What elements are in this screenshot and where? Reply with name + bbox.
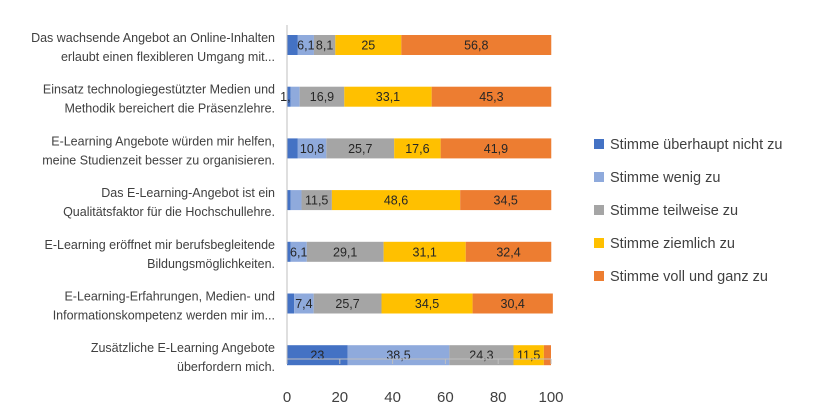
data-label: 30,4 [501,297,525,311]
legend-swatch [594,271,604,281]
data-label: 34,5 [494,194,518,208]
legend-label: Stimme ziemlich zu [610,236,735,252]
category-label: Bildungsmöglichkeiten. [147,257,275,271]
bar-segment [460,190,552,211]
bar-segment [290,86,300,107]
category-label: Qualitätsfaktor für die Hochschullehre. [63,205,275,219]
bar-segment [440,138,552,159]
legend-swatch [594,205,604,215]
category-label: E-Learning eröffnet mir berufsbegleitend… [45,238,276,252]
x-tick-label: 100 [538,389,563,406]
x-axis: 0 20 40 60 80 100 [283,25,564,406]
bar-segment [306,241,384,262]
data-label: 25,7 [348,142,372,156]
data-label: 38,5 [386,349,410,363]
data-label: 45,3 [479,90,503,104]
bar-segment [394,138,441,159]
data-label: 41,9 [484,142,508,156]
bar-segment [401,35,552,55]
category-label: erlaubt einen flexibleren Umgang mit... [61,50,275,64]
bar-segment [297,138,327,159]
bar-segment [287,86,291,107]
legend-label: Stimme überhaupt nicht zu [610,137,782,153]
bar-segment [513,345,544,366]
bar-segment [297,35,314,55]
legend-label: Stimme wenig zu [610,170,720,186]
data-label: 23 [310,349,324,363]
data-label: 24,3 [469,349,493,363]
data-label: 11,5 [305,194,328,208]
bar-segment [326,138,395,159]
data-label: 10,8 [300,142,324,156]
legend-label: Stimme teilweise zu [610,203,738,219]
category-label: überfordern mich. [177,360,275,374]
data-label: 29,1 [333,245,357,259]
category-label: E-Learning Angebote würden mir helfen, [51,134,275,148]
bar-segment [543,345,551,366]
data-label: 6,1 [290,245,307,259]
bar-segment [287,138,298,159]
bar-segment [287,345,348,366]
bar-segment [287,293,295,314]
category-label: Das wachsende Angebot an Online-Inhalten [31,31,275,45]
bar-segment [313,293,382,314]
data-label: 6,1 [297,39,314,53]
category-labels: Das wachsende Angebot an Online-Inhalten… [31,31,275,374]
bar-segment [290,241,307,262]
data-label: 56,8 [464,39,488,53]
legend-swatch [594,139,604,149]
bar-segment [383,241,466,262]
bar-segment [381,293,473,314]
bar-area: 6,1 8,1 25 56,81,4 16,9 33,1 45,310,8 25,7 17,6 4… [280,35,553,366]
data-label: 25 [361,39,375,53]
bar-segment [301,190,332,211]
category-label: Zusätzliche E-Learning Angebote [91,341,275,355]
bar-segment [465,241,552,262]
category-label: Methodik bereichert die Präsenzlehre. [64,102,275,116]
data-label: 11,5 [517,349,540,363]
bar-segment [335,35,402,55]
data-label: 48,6 [384,194,408,208]
legend-swatch [594,238,604,248]
x-tick-label: 80 [490,389,507,406]
data-label: 31,1 [413,245,437,259]
x-tick-label: 60 [437,389,454,406]
data-label: 7,4 [295,297,312,311]
bar-segment [299,86,345,107]
data-label: 34,5 [415,297,439,311]
bar-segment [472,293,553,314]
x-tick-label: 40 [384,389,401,406]
bar-segment [331,190,461,211]
bar-segment [287,35,298,55]
category-label: Informationskompetenz werden mir im... [53,309,275,323]
bar-segment [290,190,302,211]
bar-segment [294,293,314,314]
category-label: Einsatz technologiegestützter Medien und [43,83,275,97]
x-tick-label: 20 [331,389,348,406]
category-label: E-Learning-Erfahrungen, Medien- und [64,290,275,304]
data-label: 17,6 [405,142,429,156]
category-label: meine Studienzeit besser zu organisieren… [42,153,275,167]
bar-segment [449,345,514,366]
data-label: 32,4 [496,245,520,259]
bar-segment [313,35,336,55]
data-label: 8,1 [316,39,333,53]
legend-swatch [594,172,604,182]
x-tick-label: 0 [283,389,291,406]
bar-segment [431,86,552,107]
bar-segment [344,86,432,107]
data-label: 16,9 [310,90,334,104]
category-label: Das E-Learning-Angebot ist ein [101,186,275,200]
bar-segment [287,190,291,211]
bar-segment [347,345,450,366]
data-label: 25,7 [335,297,359,311]
legend-label: Stimme voll und ganz zu [610,269,768,285]
legend: Stimme überhaupt nicht zu Stimme wenig zu… [594,137,782,285]
bar-segment [287,241,291,262]
data-label: 33,1 [376,90,400,104]
